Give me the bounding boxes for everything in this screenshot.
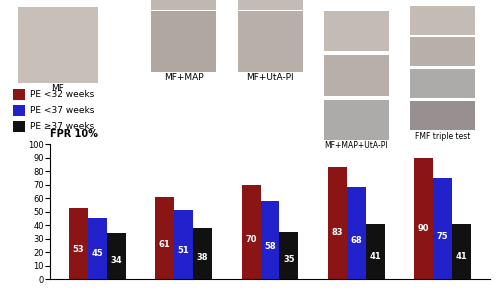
Bar [174, 210, 193, 279]
Text: 35: 35 [283, 255, 295, 264]
Bar [328, 167, 347, 279]
Bar [280, 232, 298, 279]
Text: 90: 90 [418, 224, 430, 233]
Bar [69, 208, 88, 279]
Text: 70: 70 [246, 235, 257, 244]
Bar [193, 228, 212, 279]
Text: FPR 10%: FPR 10% [50, 128, 98, 139]
Text: PE ≥37 weeks: PE ≥37 weeks [30, 122, 94, 131]
Text: 41: 41 [456, 251, 468, 261]
Text: 41: 41 [370, 251, 381, 261]
Text: MF: MF [51, 84, 64, 94]
Bar [414, 158, 433, 279]
Text: PE <32 weeks: PE <32 weeks [30, 90, 94, 99]
Bar [242, 185, 260, 279]
Bar [260, 201, 280, 279]
Text: MF+MAP+UtA-PI: MF+MAP+UtA-PI [324, 141, 388, 150]
Text: 38: 38 [197, 253, 208, 262]
Text: 75: 75 [436, 232, 448, 241]
Text: 83: 83 [332, 228, 343, 237]
Text: 45: 45 [92, 249, 104, 258]
Text: 68: 68 [350, 236, 362, 245]
Text: 53: 53 [72, 245, 85, 254]
Text: FMF triple test: FMF triple test [415, 132, 470, 141]
Bar [347, 187, 366, 279]
Text: 58: 58 [264, 242, 276, 251]
Bar [366, 224, 384, 279]
Text: 34: 34 [110, 255, 122, 265]
Text: PE <37 weeks: PE <37 weeks [30, 106, 94, 115]
Bar [452, 224, 471, 279]
Text: 61: 61 [159, 240, 170, 249]
Bar [107, 233, 126, 279]
Bar [156, 197, 174, 279]
Text: 51: 51 [178, 246, 190, 255]
Text: MF+MAP: MF+MAP [164, 73, 203, 82]
Bar [433, 178, 452, 279]
Bar [88, 218, 107, 279]
Text: MF+UtA-PI: MF+UtA-PI [246, 73, 294, 82]
